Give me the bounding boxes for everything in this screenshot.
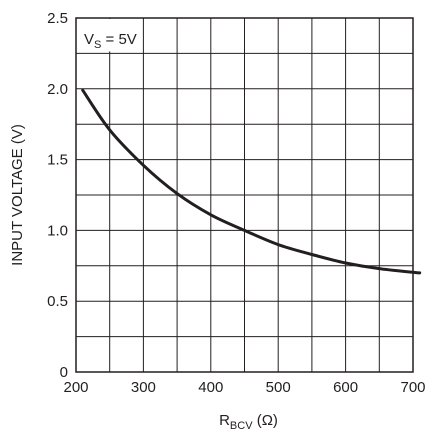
plot-frame bbox=[75, 17, 414, 373]
annotation-box: VS = 5V bbox=[77, 19, 142, 52]
y-tick-label: 2.5 bbox=[47, 10, 68, 27]
x-axis-label: RBCV (Ω) bbox=[219, 412, 278, 432]
x-tick-label: 600 bbox=[333, 379, 358, 396]
y-tick-label: 1.0 bbox=[47, 222, 68, 239]
x-tick-label: 300 bbox=[131, 379, 156, 396]
y-tick-label: 0 bbox=[60, 364, 68, 381]
annotation-label: VS = 5V bbox=[84, 31, 137, 51]
grid-lines bbox=[76, 18, 414, 372]
x-tick-label: 500 bbox=[266, 379, 291, 396]
y-axis-label: INPUT VOLTAGE (V) bbox=[9, 124, 26, 266]
series-line bbox=[81, 88, 422, 275]
x-tick-label: 200 bbox=[63, 379, 88, 396]
x-tick-labels: 200 300 400 500 600 700 bbox=[63, 379, 425, 396]
y-tick-labels: 0 0.5 1.0 1.5 2.0 2.5 bbox=[47, 10, 68, 381]
x-tick-label: 400 bbox=[198, 379, 223, 396]
y-tick-label: 0.5 bbox=[47, 293, 68, 310]
y-tick-label: 2.0 bbox=[47, 81, 68, 98]
y-tick-label: 1.5 bbox=[47, 152, 68, 169]
x-tick-label: 700 bbox=[400, 379, 425, 396]
